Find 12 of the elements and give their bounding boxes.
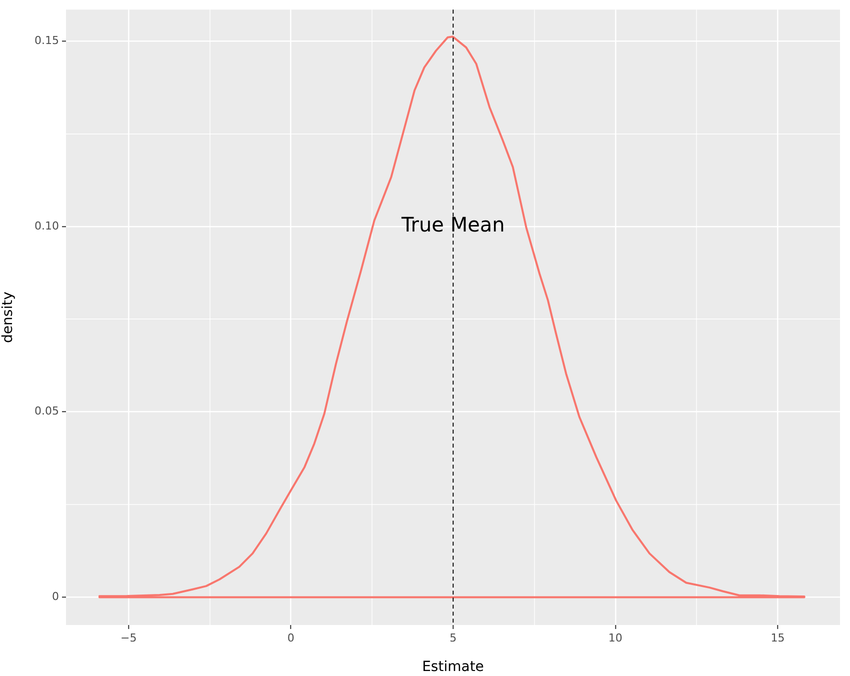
y-axis-title: density [0, 292, 16, 343]
x-tick-label: 15 [770, 631, 785, 644]
y-tick-label: 0.05 [34, 404, 59, 418]
y-tick-label: 0.10 [34, 219, 59, 232]
y-tick-label: 0 [52, 590, 59, 604]
x-tick-label: 0 [287, 631, 294, 644]
x-tick-label: −5 [120, 631, 137, 644]
y-tick-label: 0.15 [34, 34, 59, 47]
x-tick-label: 5 [450, 631, 457, 644]
x-tick-label: 10 [608, 631, 622, 644]
x-axis-title: Estimate [422, 659, 484, 676]
annotation: True Mean [400, 212, 505, 237]
